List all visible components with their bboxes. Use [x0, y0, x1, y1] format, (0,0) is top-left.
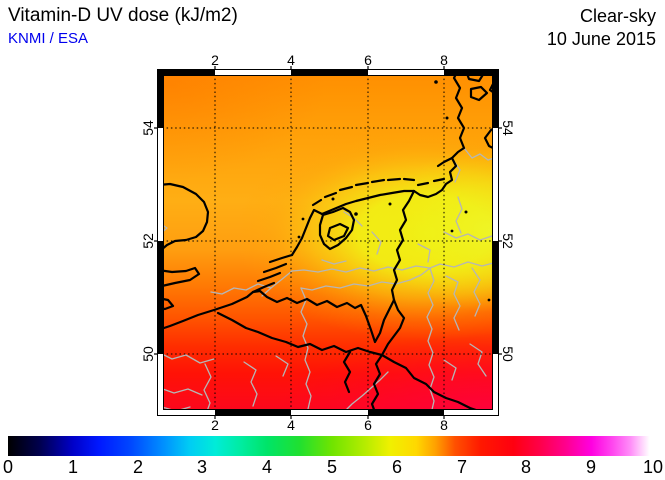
lon-tick-top-2: 2	[211, 52, 219, 68]
map-specks	[297, 80, 491, 302]
colorbar-tick-6: 6	[391, 457, 403, 477]
colorbar-tick-10: 10	[642, 457, 664, 477]
rivers-and-region-borders	[158, 147, 498, 415]
map-canvas	[154, 66, 502, 419]
lon-tick-bottom-8: 8	[440, 417, 448, 433]
lon-tick-bottom-2: 2	[211, 417, 219, 433]
lon-tick-top-8: 8	[440, 52, 448, 68]
colorbar-tick-8: 8	[520, 457, 532, 477]
colorbar-tick-2: 2	[132, 457, 144, 477]
lon-tick-bottom-6: 6	[364, 417, 372, 433]
colorbar-tick-4: 4	[261, 457, 273, 477]
colorbar-gradient	[8, 436, 656, 456]
colorbar-tick-0: 0	[2, 457, 14, 477]
page-title: Vitamin-D UV dose (kJ/m2)	[8, 5, 238, 26]
colorbar-tick-3: 3	[196, 457, 208, 477]
date-label: 10 June 2015	[546, 29, 656, 49]
lon-tick-bottom-4: 4	[287, 417, 295, 433]
map-figure	[150, 62, 506, 423]
colorbar-tick-9: 9	[585, 457, 597, 477]
lon-tick-top-6: 6	[364, 52, 372, 68]
coastlines	[158, 70, 498, 332]
map-frame	[154, 66, 502, 419]
clearsky-label: Clear-sky	[579, 6, 656, 26]
colorbar-tick-1: 1	[67, 457, 79, 477]
dose-color-field	[158, 70, 498, 415]
colorbar-tick-5: 5	[326, 457, 338, 477]
colorbar-tick-7: 7	[456, 457, 468, 477]
lon-tick-top-4: 4	[287, 52, 295, 68]
graticule	[158, 70, 498, 415]
credit-knmi-esa: KNMI / ESA	[8, 30, 89, 47]
